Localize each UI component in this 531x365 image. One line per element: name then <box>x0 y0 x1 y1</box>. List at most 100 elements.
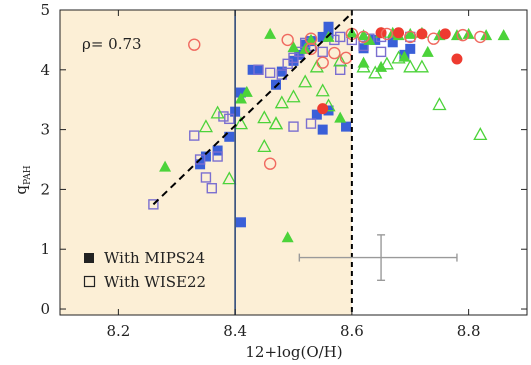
data-point-open-triangle <box>298 74 313 88</box>
x-tick-label: 8.8 <box>457 322 481 340</box>
data-point-filled-circle <box>317 103 329 115</box>
data-point-filled-square <box>370 34 381 45</box>
x-tick-label: 8.2 <box>106 322 130 340</box>
data-point-open-square <box>206 183 217 194</box>
data-point-filled-circle <box>439 28 451 40</box>
data-point-open-triangle <box>198 119 214 133</box>
y-axis-title-sub: PAH <box>23 165 33 185</box>
data-point-filled-square <box>387 37 398 48</box>
data-point-open-triangle <box>333 53 348 67</box>
data-point-open-triangle <box>414 59 430 73</box>
data-point-open-square <box>317 46 328 58</box>
data-point-open-square <box>218 111 229 122</box>
legend-label-mips24: With MIPS24 <box>104 249 205 267</box>
data-point-open-circle <box>263 157 277 170</box>
data-point-filled-square <box>358 43 369 54</box>
data-point-open-triangle <box>315 83 330 97</box>
data-point-open-circle <box>328 46 341 60</box>
data-point-open-circle <box>357 30 370 44</box>
x-axis: 8.2 8.4 8.6 8.8 <box>106 10 481 340</box>
data-point-open-triangle <box>368 65 383 79</box>
data-point-filled-triangle <box>480 29 493 41</box>
data-point-open-triangle <box>257 138 272 153</box>
data-point-filled-triangle <box>398 50 411 62</box>
data-point-open-triangle <box>309 59 324 73</box>
data-point-open-triangle <box>473 127 488 141</box>
y-tick-label: 2 <box>40 180 50 198</box>
data-point-open-circle <box>281 33 294 47</box>
data-point-open-circle <box>304 42 318 56</box>
data-point-open-square <box>212 151 223 162</box>
data-point-open-square <box>148 199 159 210</box>
data-point-open-circle <box>304 32 318 45</box>
data-points <box>148 21 510 243</box>
data-point-filled-circle <box>416 28 428 40</box>
data-point-open-square <box>358 40 369 52</box>
data-point-open-square <box>200 172 212 183</box>
data-point-filled-triangle <box>305 33 318 45</box>
x-tick-label: 8.4 <box>223 322 247 340</box>
data-point-filled-square <box>341 121 352 132</box>
data-point-filled-square <box>247 64 258 75</box>
data-point-open-circle <box>188 38 201 51</box>
data-point-open-triangle <box>268 116 284 130</box>
data-point-filled-triangle <box>357 29 370 41</box>
data-point-open-square <box>375 46 387 58</box>
data-point-open-square <box>264 67 276 78</box>
data-point-open-triangle <box>356 59 371 73</box>
data-point-filled-triangle <box>240 85 253 97</box>
legend: With MIPS24 With WISE22 <box>83 249 206 291</box>
data-point-filled-square <box>235 217 246 228</box>
legend-marker-open-square <box>83 275 96 288</box>
data-point-open-triangle <box>222 171 237 185</box>
data-point-filled-square <box>212 145 223 156</box>
y-tick-label: 3 <box>40 121 50 139</box>
data-point-open-circle <box>404 30 417 44</box>
data-point-filled-circle <box>393 27 405 39</box>
data-point-filled-square <box>200 151 211 162</box>
data-point-open-circle <box>474 30 487 44</box>
shaded-region <box>60 10 352 315</box>
data-point-filled-square <box>276 66 287 77</box>
error-bar <box>298 234 458 282</box>
data-point-filled-square <box>317 31 328 42</box>
legend-label-wise22: With WISE22 <box>104 273 206 291</box>
data-point-open-square <box>335 31 346 43</box>
data-point-open-triangle <box>391 50 406 64</box>
data-point-filled-square <box>311 109 322 120</box>
data-point-open-square <box>282 58 293 70</box>
plot-frame <box>59 9 528 316</box>
data-point-open-circle <box>316 56 329 69</box>
y-tick-label: 5 <box>40 1 50 19</box>
fit-line <box>152 12 353 206</box>
data-point-open-triangle <box>257 110 272 124</box>
y-tick-label: 0 <box>40 300 50 318</box>
data-point-filled-triangle <box>421 45 434 57</box>
data-point-filled-triangle <box>234 92 247 104</box>
data-point-open-triangle <box>233 116 249 130</box>
y-axis-title-main: q <box>12 185 30 195</box>
data-point-open-square <box>253 64 264 76</box>
data-point-filled-triangle <box>497 29 510 41</box>
data-point-filled-circle <box>451 53 463 65</box>
x-tick-label: 8.6 <box>340 322 364 340</box>
data-point-open-square <box>276 69 288 80</box>
data-point-open-square <box>288 121 299 132</box>
y-tick-label: 1 <box>40 240 50 258</box>
data-point-filled-square <box>323 21 334 32</box>
data-point-open-square <box>189 130 200 141</box>
data-point-open-triangle <box>274 95 289 109</box>
data-point-filled-square <box>253 64 264 75</box>
correlation-annotation: ρ= 0.73 <box>82 35 142 53</box>
data-point-filled-triangle <box>281 231 294 243</box>
data-point-open-triangle <box>432 97 447 111</box>
data-point-filled-triangle <box>159 160 172 172</box>
y-axis-title: qPAH <box>12 165 33 194</box>
legend-marker-filled-square <box>84 253 94 263</box>
data-point-open-square <box>224 113 235 125</box>
svg-text:qPAH: qPAH <box>12 165 33 194</box>
y-axis: 0 1 2 3 4 5 <box>40 1 527 318</box>
y-tick-label: 4 <box>40 61 50 79</box>
data-point-open-triangle <box>210 105 225 119</box>
